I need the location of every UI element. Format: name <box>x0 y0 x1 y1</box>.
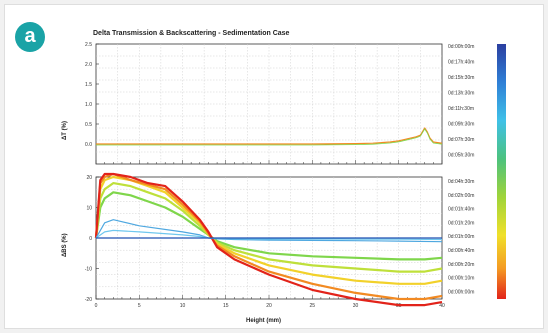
legend-label: 0d:00h:00m <box>448 44 474 50</box>
x-tick-label: 20 <box>266 303 272 309</box>
series-line <box>96 128 443 146</box>
y-tick-label: 0.0 <box>85 142 92 148</box>
legend-label: 0d:04h:30m <box>448 179 474 185</box>
legend-label: 0d:00h:00m <box>448 289 474 295</box>
chart-title: Delta Transmission & Backscattering - Se… <box>93 30 290 37</box>
legend-label: 0d:01h:00m <box>448 234 474 240</box>
legend-label: 0d:07h:30m <box>448 137 474 143</box>
x-axis-label: Height (mm) <box>246 318 281 324</box>
y-axis-label-top: ΔT (%) <box>62 121 68 140</box>
legend-label: 0d:05h:30m <box>448 153 474 159</box>
legend-label: 0d:00h:40m <box>448 248 474 254</box>
panel-badge: a <box>15 22 45 52</box>
y-tick-label: 20 <box>86 175 92 181</box>
time-legend: 0d:00h:00m 0d:17h:40m 0d:15h:30m 0d:13h:30m… <box>448 44 474 295</box>
y-tick-label: -10 <box>85 266 92 272</box>
x-tick-label: 25 <box>309 303 315 309</box>
legend-label: 0d:00h:20m <box>448 262 474 268</box>
x-tick-label: 10 <box>180 303 186 309</box>
top-panel: 2.5 2.0 1.5 1.0 0.5 0.0 <box>85 42 443 165</box>
legend-label: 0d:11h:30m <box>448 106 474 112</box>
y-tick-label: 2.5 <box>85 42 92 48</box>
y-tick-label: 1.5 <box>85 82 92 88</box>
y-tick-label: 10 <box>86 205 92 211</box>
series-line <box>94 182 443 273</box>
legend-label: 0d:00h:10m <box>448 276 474 282</box>
legend-label: 0d:15h:30m <box>448 75 474 81</box>
legend-label: 0d:01h:40m <box>448 207 474 213</box>
x-tick-label: 40 <box>439 303 445 309</box>
y-tick-label: 0.5 <box>85 122 92 128</box>
y-tick-label: 0 <box>89 236 92 242</box>
legend-label: 0d:02h:00m <box>448 193 474 199</box>
legend-label: 0d:13h:30m <box>448 91 474 97</box>
y-tick-label: -20 <box>85 297 92 303</box>
x-tick-label: 30 <box>353 303 359 309</box>
colorbar <box>497 44 506 299</box>
x-tick-label: 5 <box>138 303 141 309</box>
legend-label: 0d:09h:30m <box>448 122 474 128</box>
y-axis-label-bottom: ΔBS (%) <box>62 233 68 257</box>
legend-label: 0d:01h:20m <box>448 220 474 226</box>
x-tick-label: 15 <box>223 303 229 309</box>
y-tick-label: 2.0 <box>85 62 92 68</box>
series-line <box>94 172 443 307</box>
legend-label: 0d:17h:40m <box>448 60 474 66</box>
y-tick-label: 1.0 <box>85 102 92 108</box>
x-tick-label: 0 <box>95 303 98 309</box>
